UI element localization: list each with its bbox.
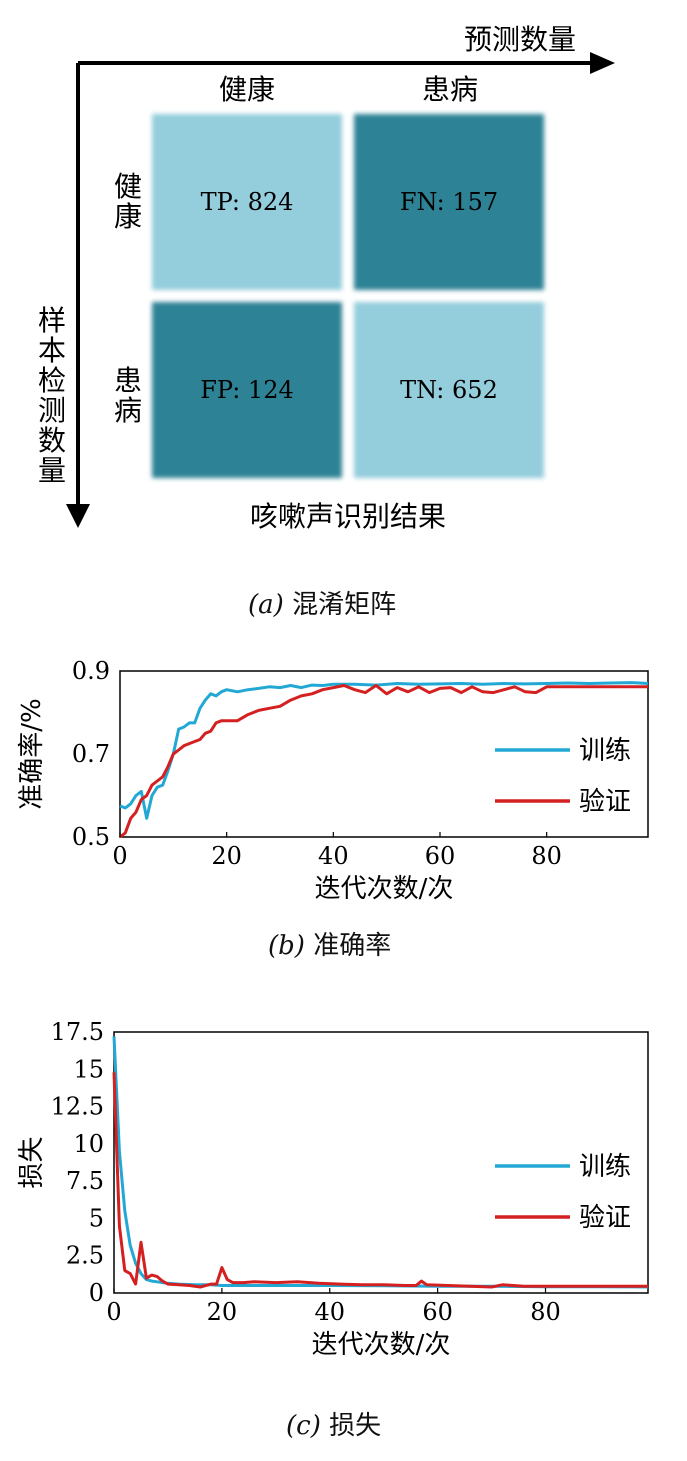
vertical-char: 量 — [38, 454, 66, 487]
y-axis-label: 准确率/% — [17, 698, 47, 809]
vertical-char: 测 — [38, 394, 66, 427]
series-line-val — [112, 1072, 648, 1289]
caption-c: (c) 损失 — [286, 1405, 381, 1442]
y-tick-label: 0.7 — [72, 740, 110, 768]
legend-label-val: 验证 — [579, 787, 631, 817]
cell-fp — [152, 302, 342, 478]
caption-a-text: 混淆矩阵 — [292, 590, 397, 620]
x-tick-label: 0 — [112, 842, 127, 870]
x-axis-label: 迭代次数/次 — [312, 1330, 451, 1360]
caption-b: (b) 准确率 — [268, 925, 391, 962]
x-tick-label: 80 — [531, 842, 562, 870]
y-tick-label: 7.5 — [66, 1167, 104, 1195]
y-tick-label: 5 — [89, 1204, 104, 1232]
series-line-train — [119, 681, 649, 820]
x-tick-label: 20 — [207, 1298, 238, 1326]
cell-fn — [354, 114, 544, 290]
vertical-char: 健 — [114, 170, 142, 203]
caption-c-letter: (c) — [286, 1411, 321, 1441]
x-axis-label: 迭代次数/次 — [315, 874, 454, 904]
y-tick-label: 0 — [89, 1279, 104, 1307]
vertical-char: 病 — [114, 394, 142, 427]
y-tick-label: 10 — [73, 1130, 104, 1158]
y-tick-label: 0.9 — [72, 657, 110, 685]
row-label-sick: 患病 — [114, 364, 142, 427]
x-tick-label: 20 — [211, 842, 242, 870]
legend-label-train: 训练 — [579, 736, 631, 766]
cell-tp-label: TP: 824 — [201, 188, 294, 216]
x-tick-label: 80 — [530, 1298, 561, 1326]
x-tick-label: 40 — [314, 1298, 345, 1326]
cough-recognition-label: 咳嗽声识别结果 — [250, 500, 446, 533]
caption-c-text: 损失 — [329, 1411, 382, 1441]
y-tick-label: 12.5 — [51, 1093, 104, 1121]
vertical-char: 检 — [38, 364, 66, 397]
vertical-char: 数 — [38, 424, 66, 457]
y-axis-label: 损失 — [17, 1136, 47, 1188]
cell-tp — [152, 114, 342, 290]
y-tick-label: 0.5 — [72, 823, 110, 851]
vertical-char: 患 — [114, 364, 142, 397]
plot-frame — [113, 1031, 649, 1294]
y-tick-label: 17.5 — [51, 1018, 104, 1046]
actual-axis-arrow — [66, 504, 90, 528]
row-label-healthy: 健康 — [114, 170, 142, 233]
caption-a: (a) 混淆矩阵 — [248, 584, 396, 621]
plot-frame — [119, 670, 649, 838]
col-label-healthy: 健康 — [219, 73, 275, 106]
vertical-char: 样 — [38, 304, 66, 337]
predicted-axis-label: 预测数量 — [464, 23, 576, 56]
x-tick-label: 60 — [425, 842, 456, 870]
caption-b-letter: (b) — [268, 931, 305, 961]
series-line-train — [112, 1036, 649, 1289]
vertical-char: 本 — [38, 334, 66, 367]
legend-label-train: 训练 — [579, 1152, 631, 1182]
caption-b-text: 准确率 — [313, 931, 392, 961]
legend-label-val: 验证 — [579, 1203, 631, 1233]
cell-tn-label: TN: 652 — [400, 376, 498, 404]
caption-a-letter: (a) — [248, 590, 284, 620]
col-label-sick: 患病 — [422, 73, 478, 106]
cell-fn-label: FN: 157 — [400, 188, 498, 216]
x-tick-label: 40 — [318, 842, 349, 870]
cell-fp-label: FP: 124 — [200, 376, 293, 404]
predicted-axis-arrow — [590, 52, 615, 74]
y-tick-label: 2.5 — [66, 1242, 104, 1270]
vertical-char: 康 — [114, 200, 142, 233]
cell-tn — [354, 302, 544, 478]
x-tick-label: 60 — [422, 1298, 453, 1326]
series-line-val — [119, 684, 648, 839]
x-tick-label: 0 — [106, 1298, 121, 1326]
y-tick-label: 15 — [73, 1055, 104, 1083]
